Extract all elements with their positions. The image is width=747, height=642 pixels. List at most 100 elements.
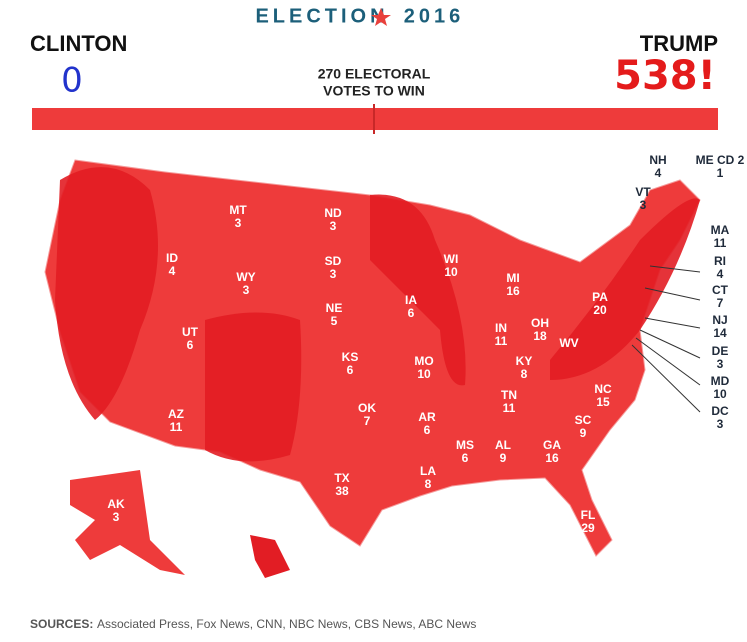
alaska — [70, 470, 185, 575]
scribble — [205, 312, 302, 462]
state-votes: 3 — [330, 219, 337, 233]
state-abbr: FL — [581, 508, 596, 522]
state-votes: 9 — [500, 451, 507, 465]
state-abbr: AZ — [168, 407, 184, 421]
state-votes: 6 — [408, 306, 415, 320]
hawaii — [250, 535, 290, 578]
state-votes: 6 — [187, 338, 194, 352]
scribble — [370, 194, 466, 386]
state-votes: 7 — [364, 414, 371, 428]
state-abbr: MI — [506, 271, 519, 285]
threshold-line1: 270 ELECTORAL — [318, 66, 431, 82]
contiguous-us — [44, 159, 701, 557]
callout-votes: 4 — [717, 267, 724, 281]
state-abbr: OH — [531, 316, 549, 330]
state-votes: 3 — [243, 283, 250, 297]
state-votes: 4 — [241, 561, 248, 575]
state-votes: 38 — [335, 484, 349, 498]
state-abbr: MO — [414, 354, 433, 368]
state-abbr: MS — [456, 438, 474, 452]
state-votes: 20 — [593, 303, 607, 317]
callout-votes: 14 — [713, 326, 727, 340]
candidate-left-score: 0 — [61, 61, 83, 101]
map — [44, 159, 701, 578]
callout-abbr: MA — [711, 223, 730, 237]
state-votes: 9 — [580, 426, 587, 440]
callout-votes: 11 — [714, 236, 727, 250]
state-abbr: KY — [516, 354, 533, 368]
state-abbr: KS — [342, 350, 359, 364]
state-abbr: WY — [236, 270, 255, 284]
callout-lines — [631, 265, 701, 413]
state-abbr: WI — [444, 252, 459, 266]
candidate-right-name: TRUMP — [640, 31, 718, 56]
scribble — [55, 167, 158, 420]
state-abbr: IN — [495, 321, 507, 335]
callout-abbr: DC — [711, 404, 729, 418]
star-icon — [371, 8, 391, 26]
callout-votes: 4 — [655, 166, 662, 180]
callout-abbr: NH — [649, 153, 666, 167]
state-abbr: AR — [418, 410, 436, 424]
candidate-left-name: CLINTON — [30, 31, 127, 56]
scribble — [550, 198, 700, 380]
title-left: ELECTION — [255, 5, 388, 27]
state-votes: 3 — [235, 216, 242, 230]
state-votes: 8 — [521, 367, 528, 381]
callout-abbr: MD — [711, 374, 730, 388]
state-votes: 10 — [444, 265, 458, 279]
candidate-right-score: 538! — [614, 53, 716, 99]
state-abbr: NE — [326, 301, 343, 315]
callout-abbr: DE — [712, 344, 729, 358]
state-abbr: AL — [495, 438, 511, 452]
callout-abbr: NJ — [712, 313, 727, 327]
state-votes: 10 — [417, 367, 431, 381]
state-abbr: HI — [238, 548, 250, 562]
state-votes: 4 — [169, 264, 176, 278]
state-abbr: IA — [405, 293, 417, 307]
state-votes: 16 — [545, 451, 559, 465]
state-abbr: WV — [559, 336, 578, 350]
callout-votes: 1 — [717, 166, 724, 180]
state-abbr: OK — [358, 401, 376, 415]
state-votes: 6 — [424, 423, 431, 437]
state-abbr: ID — [166, 251, 178, 265]
callout-abbr: RI — [714, 254, 726, 268]
title-right: 2016 — [404, 5, 465, 27]
callout-abbr: ME CD 2 — [696, 153, 745, 167]
state-votes: 16 — [506, 284, 520, 298]
state-votes: 8 — [425, 477, 432, 491]
state-votes: 5 — [331, 314, 338, 328]
state-abbr: UT — [182, 325, 199, 339]
state-votes: 6 — [347, 363, 354, 377]
state-votes: 3 — [113, 510, 120, 524]
callout-abbr: VT — [635, 185, 651, 199]
state-votes: 15 — [596, 395, 610, 409]
sources-label: SOURCES: — [30, 617, 93, 631]
state-abbr: NC — [594, 382, 612, 396]
threshold-line2: VOTES TO WIN — [323, 83, 425, 99]
callout-abbr: CT — [712, 283, 729, 297]
state-abbr: TX — [334, 471, 349, 485]
state-votes: 11 — [495, 334, 508, 348]
state-abbr: LA — [420, 464, 436, 478]
state-abbr: TN — [501, 388, 517, 402]
state-abbr: MT — [229, 203, 247, 217]
state-abbr: GA — [543, 438, 561, 452]
state-votes: 11 — [503, 401, 516, 415]
callout-votes: 7 — [717, 296, 724, 310]
callout-votes: 10 — [713, 387, 727, 401]
state-abbr: ND — [324, 206, 342, 220]
callout-votes: 3 — [717, 417, 724, 431]
state-votes: 29 — [581, 521, 595, 535]
callout-votes: 3 — [717, 357, 724, 371]
sources-text: Associated Press, Fox News, CNN, NBC New… — [97, 617, 476, 631]
state-votes: 3 — [330, 267, 337, 281]
state-abbr: AK — [107, 497, 125, 511]
state-abbr: SD — [325, 254, 342, 268]
state-votes: 6 — [462, 451, 469, 465]
state-abbr: PA — [592, 290, 608, 304]
state-votes: 11 — [170, 420, 183, 434]
state-votes: 18 — [533, 329, 547, 343]
